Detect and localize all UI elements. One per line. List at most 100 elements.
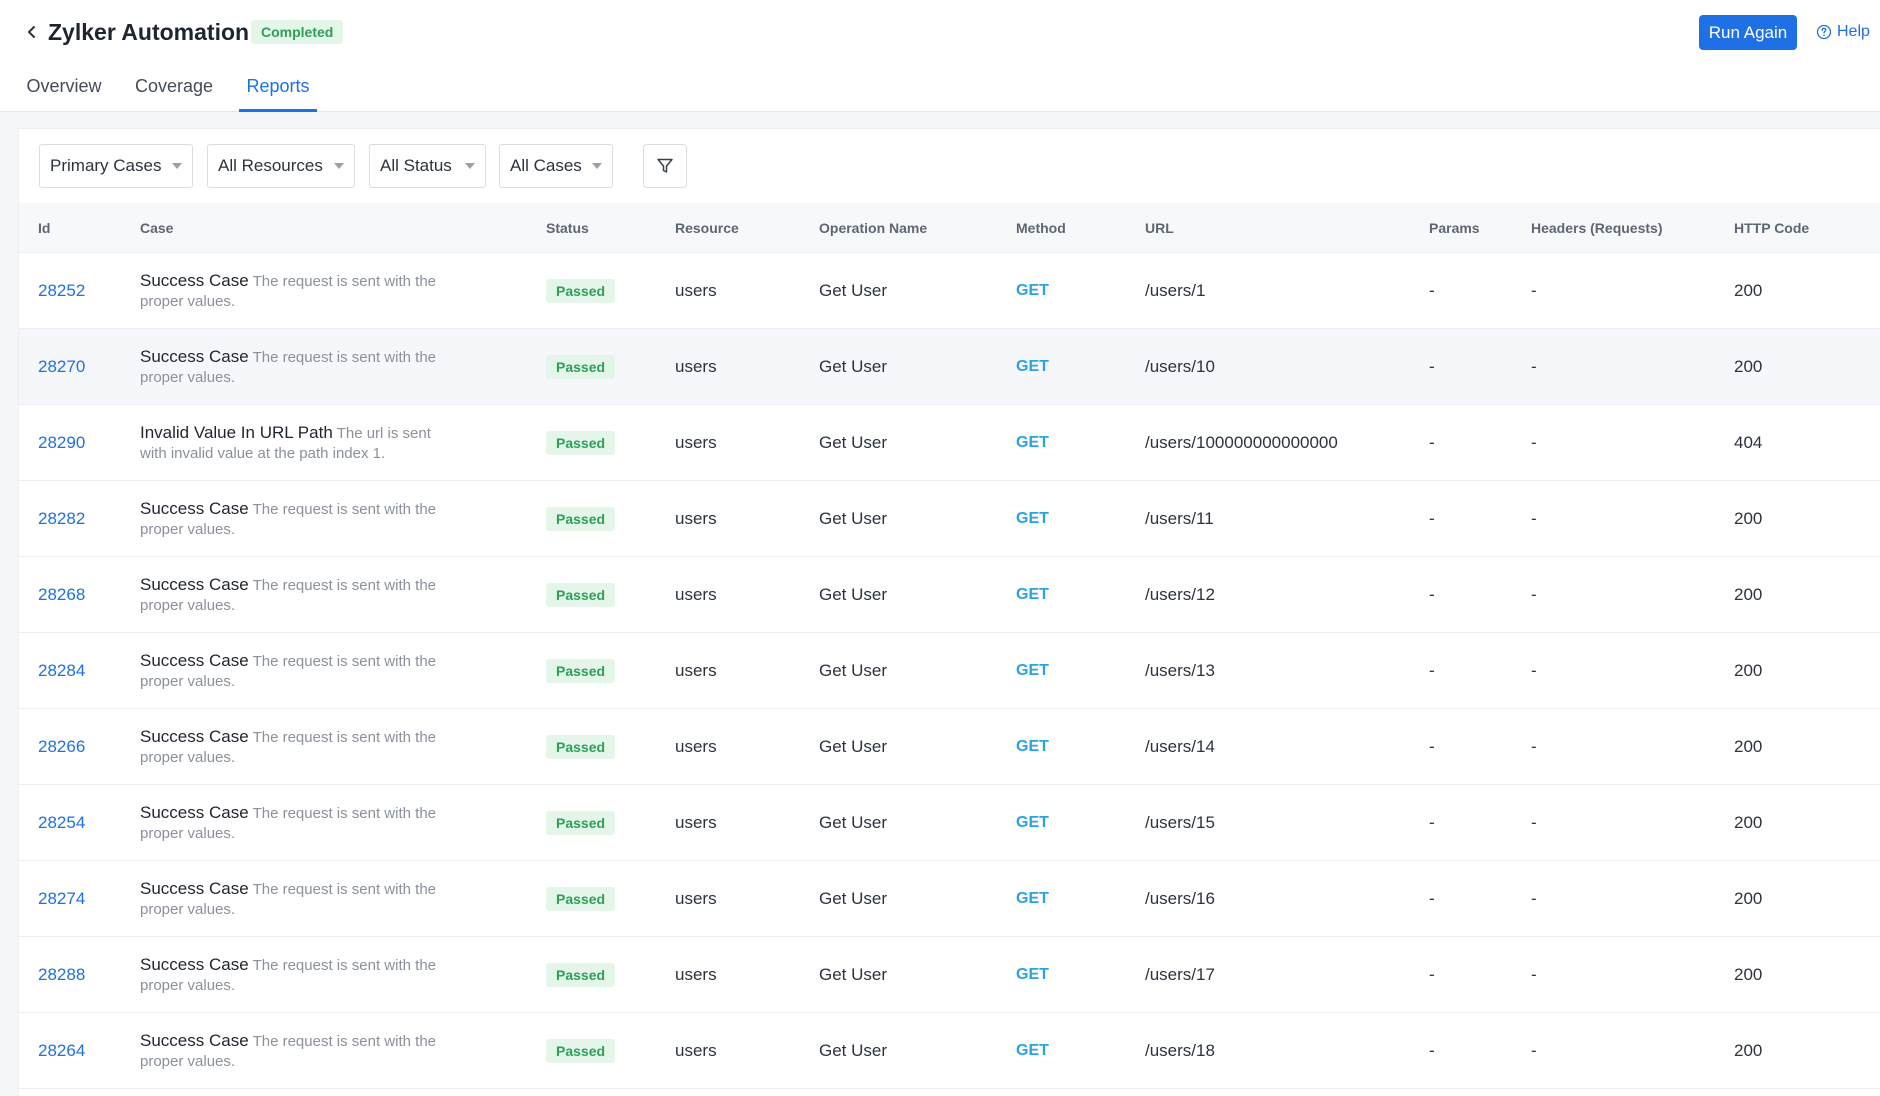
headers-value: - [1531,585,1537,604]
cell-method: GET [1016,405,1049,481]
column-header-resource[interactable]: Resource [675,220,739,236]
cell-method: GET [1016,1013,1049,1089]
case-title: Invalid Value In URL Path [140,422,333,442]
cell-params: - [1429,481,1435,557]
url-value: /users/10 [1145,357,1215,376]
status-dropdown[interactable]: All Status [369,144,486,188]
back-button[interactable] [20,18,44,46]
http-code-value: 200 [1734,661,1763,680]
column-header-url[interactable]: URL [1145,220,1174,236]
column-header-id[interactable]: Id [38,220,51,236]
column-header-http-code[interactable]: HTTP Code [1734,220,1810,236]
table-row[interactable]: 28254 Success Case The request is sent wi… [19,785,1880,861]
tab-overview[interactable]: Overview [26,76,102,96]
table-row[interactable]: 28290 Invalid Value In URL Path The url i… [19,405,1880,481]
caret-down-icon [465,163,475,169]
tab-coverage[interactable]: Coverage [134,76,214,96]
case-description-block: Success Case The request is sent with th… [140,1031,440,1072]
column-header-status[interactable]: Status [546,220,589,236]
case-description-block: Success Case The request is sent with th… [140,499,440,540]
cell-id: 28284 [38,633,85,709]
question-circle-icon [1816,24,1832,40]
cell-id: 28274 [38,861,85,937]
status-badge: Passed [546,279,616,303]
table-row[interactable]: 28274 Success Case The request is sent wi… [19,861,1880,937]
tab-reports[interactable]: Reports [239,68,317,112]
run-again-button[interactable]: Run Again [1699,15,1797,50]
cell-status: Passed [546,1013,616,1089]
cell-method: GET [1016,557,1049,633]
table-row[interactable]: 28264 Success Case The request is sent wi… [19,1013,1880,1089]
column-header-method[interactable]: Method [1016,220,1066,236]
resource-value: users [675,889,717,908]
cell-method: GET [1016,633,1049,709]
params-value: - [1429,281,1435,300]
status-value: All Status [380,156,452,175]
case-id-link[interactable]: 28290 [38,433,86,452]
case-id-link[interactable]: 28284 [38,661,86,680]
case-id-link[interactable]: 28288 [38,965,86,984]
headers-value: - [1531,1041,1537,1060]
table-row[interactable]: 28284 Success Case The request is sent wi… [19,633,1880,709]
column-header-case[interactable]: Case [140,220,174,236]
method-label: GET [1016,282,1049,299]
cell-headers: - [1531,557,1537,633]
url-value: /users/18 [1145,1041,1215,1060]
column-header-headers[interactable]: Headers (Requests) [1531,220,1663,236]
params-value: - [1429,585,1435,604]
headers-value: - [1531,965,1537,984]
url-value: /users/13 [1145,661,1215,680]
case-description: The request is sent with the proper valu… [140,576,437,614]
table-row[interactable]: 28266 Success Case The request is sent wi… [19,709,1880,785]
case-id-link[interactable]: 28270 [38,357,86,376]
case-id-link[interactable]: 28282 [38,509,86,528]
cell-status: Passed [546,253,616,329]
cell-method: GET [1016,329,1049,405]
case-id-link[interactable]: 28254 [38,813,86,832]
case-description: The request is sent with the proper valu… [140,652,437,690]
cell-operation: Get User [819,405,887,481]
cell-params: - [1429,785,1435,861]
case-type-dropdown[interactable]: Primary Cases [39,144,193,188]
cell-status: Passed [546,481,616,557]
http-code-value: 200 [1734,281,1763,300]
help-link[interactable]: Help [1816,20,1870,44]
cell-http-code: 200 [1734,785,1762,861]
http-code-value: 200 [1734,965,1763,984]
case-description: The url is sent with invalid value at th… [140,424,431,462]
method-label: GET [1016,358,1049,375]
case-id-link[interactable]: 28268 [38,585,86,604]
case-id-link[interactable]: 28252 [38,281,86,300]
cell-params: - [1429,709,1435,785]
column-header-operation[interactable]: Operation Name [819,220,928,236]
table-row[interactable]: 28268 Success Case The request is sent wi… [19,557,1880,633]
cell-url: /users/17 [1145,937,1215,1013]
filter-button[interactable] [643,144,687,188]
cell-headers: - [1531,1013,1537,1089]
case-title: Success Case [140,954,249,974]
cell-url: /users/1 [1145,253,1205,329]
resource-dropdown[interactable]: All Resources [207,144,355,188]
case-description: The request is sent with the proper valu… [140,500,437,538]
params-value: - [1429,737,1435,756]
cell-case: Success Case The request is sent with th… [140,253,440,329]
cell-method: GET [1016,861,1049,937]
url-value: /users/17 [1145,965,1215,984]
case-title: Success Case [140,346,249,366]
column-header-params[interactable]: Params [1429,220,1480,236]
cell-operation: Get User [819,329,887,405]
url-value: /users/12 [1145,585,1215,604]
cell-params: - [1429,633,1435,709]
table-row[interactable]: 28288 Success Case The request is sent wi… [19,937,1880,1013]
case-id-link[interactable]: 28264 [38,1041,86,1060]
table-row[interactable]: 28252 Success Case The request is sent wi… [19,253,1880,329]
table-row[interactable]: 28270 Success Case The request is sent wi… [19,329,1880,405]
cell-resource: users [675,557,717,633]
status-badge: Passed [546,659,616,683]
cell-case: Invalid Value In URL Path The url is sen… [140,405,440,481]
cases-dropdown[interactable]: All Cases [499,144,613,188]
case-id-link[interactable]: 28266 [38,737,86,756]
method-label: GET [1016,662,1049,679]
table-row[interactable]: 28282 Success Case The request is sent wi… [19,481,1880,557]
case-id-link[interactable]: 28274 [38,889,86,908]
